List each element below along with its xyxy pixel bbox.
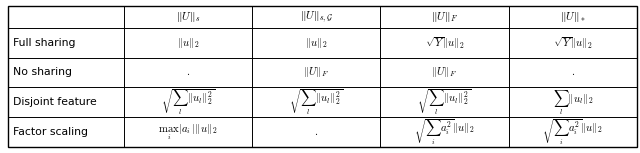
Text: $\sqrt{\sum_i a_i^2}\|u\|_2$: $\sqrt{\sum_i a_i^2}\|u\|_2$ xyxy=(542,117,604,147)
Text: $\|U\|_F$: $\|U\|_F$ xyxy=(303,65,330,79)
Text: No sharing: No sharing xyxy=(13,67,72,77)
Text: $.$: $.$ xyxy=(186,67,190,77)
Text: Disjoint feature: Disjoint feature xyxy=(13,97,97,107)
Text: $\|u\|_2$: $\|u\|_2$ xyxy=(305,36,328,50)
Text: $.$: $.$ xyxy=(314,127,318,137)
Text: $\|U\|_F$: $\|U\|_F$ xyxy=(431,65,458,79)
Text: $\|U\|_s$: $\|U\|_s$ xyxy=(176,10,200,24)
Text: $\|u\|_2$: $\|u\|_2$ xyxy=(177,36,200,50)
Text: Full sharing: Full sharing xyxy=(13,38,76,48)
Text: $\|U\|_F$: $\|U\|_F$ xyxy=(431,10,458,24)
Text: $\|U\|_*$: $\|U\|_*$ xyxy=(560,10,586,24)
Text: $\|U\|_{s,\mathcal{G}}$: $\|U\|_{s,\mathcal{G}}$ xyxy=(300,9,333,25)
Text: $\sum_l \|u_l\|_2$: $\sum_l \|u_l\|_2$ xyxy=(552,88,593,117)
Text: $.$: $.$ xyxy=(571,67,575,77)
Text: $\max_i |a_i|\|u\|_2$: $\max_i |a_i|\|u\|_2$ xyxy=(158,122,218,142)
Text: $\sqrt{\sum_l \|u_l\|_2^2}$: $\sqrt{\sum_l \|u_l\|_2^2}$ xyxy=(161,87,215,117)
Text: $\sqrt{\sum_i a_i^2}\|u\|_2$: $\sqrt{\sum_i a_i^2}\|u\|_2$ xyxy=(414,117,475,147)
Text: Factor scaling: Factor scaling xyxy=(13,127,88,137)
Text: $\sqrt{Y}\|u\|_2$: $\sqrt{Y}\|u\|_2$ xyxy=(424,35,465,50)
Text: $\sqrt{\sum_l \|u_l\|_2^2}$: $\sqrt{\sum_l \|u_l\|_2^2}$ xyxy=(289,87,344,117)
Text: $\sqrt{\sum_l \|u_l\|_2^2}$: $\sqrt{\sum_l \|u_l\|_2^2}$ xyxy=(417,87,472,117)
Text: $\sqrt{Y}\|u\|_2$: $\sqrt{Y}\|u\|_2$ xyxy=(553,35,593,50)
